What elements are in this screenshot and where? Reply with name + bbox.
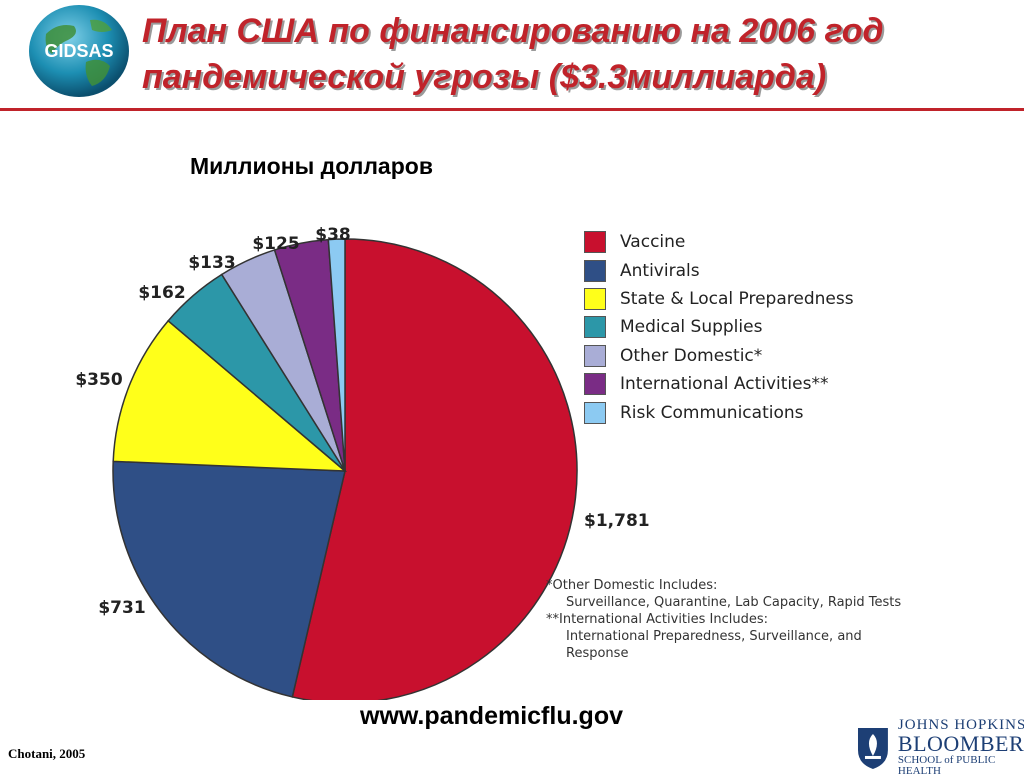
legend-item-state-local-preparedness: State & Local Preparedness — [584, 285, 854, 313]
pie-slice-antivirals — [112, 460, 346, 698]
data-label: $350 — [75, 370, 122, 390]
pie-slice-state-local-preparedness — [112, 319, 348, 472]
legend-label: Antivirals — [620, 260, 700, 281]
legend-label: International Activities** — [620, 374, 829, 395]
footnote-line: **International Activities Includes: — [546, 612, 769, 627]
title-divider — [0, 108, 1024, 111]
data-label: $731 — [98, 598, 145, 618]
data-label: $162 — [138, 283, 185, 303]
chart-legend: Vaccine Antivirals State & Local Prepare… — [584, 228, 854, 427]
institution-logo: JOHNS HOPKINS BLOOMBERG SCHOOL of PUBLIC… — [856, 718, 1024, 777]
source-url: www.pandemicflu.gov — [360, 702, 623, 730]
institution-line-1: JOHNS HOPKINS — [897, 717, 1024, 733]
globe-icon: GIDSAS — [29, 5, 129, 97]
logo-text: GIDSAS — [44, 41, 113, 61]
legend-item-medical-supplies: Medical Supplies — [584, 313, 854, 341]
institution-line-2: BLOOMBERG — [897, 731, 1024, 756]
pie-chart: $1,781 $731 $350 $162$133 $125 $38 — [75, 225, 650, 700]
legend-swatch — [584, 287, 606, 310]
footnote-line: Surveillance, Quarantine, Lab Capacity, … — [566, 595, 902, 610]
data-label: $125 — [252, 234, 299, 254]
data-label: $1,781 — [584, 511, 650, 531]
page-title: План США по финансированию на 2006 год п… — [142, 8, 1012, 100]
footnote-line: International Preparedness, Surveillance… — [566, 629, 862, 644]
legend-swatch — [584, 373, 606, 396]
footnote-line: *Other Domestic Includes: — [546, 578, 718, 593]
pie-slice-vaccine — [291, 238, 578, 700]
footnote-line: Response — [566, 646, 629, 661]
legend-swatch — [584, 401, 606, 424]
legend-item-antivirals: Antivirals — [584, 256, 854, 284]
legend-swatch — [584, 231, 606, 254]
legend-item-other-domestic: Other Domestic* — [584, 342, 854, 370]
legend-swatch — [584, 259, 606, 282]
pie-slice-risk-communications — [327, 238, 346, 472]
legend-label: Other Domestic* — [620, 345, 763, 366]
title-line-1: План США по финансированию на 2006 год — [142, 12, 884, 50]
title-line-2: пандемической угрозы ($3.3миллиарда) — [142, 58, 827, 96]
legend-label: State & Local Preparedness — [620, 288, 854, 309]
legend-label: Medical Supplies — [620, 317, 763, 338]
legend-swatch — [584, 344, 606, 367]
legend-label: Vaccine — [620, 232, 686, 253]
gidsas-logo: GIDSAS — [28, 4, 130, 98]
legend-label: Risk Communications — [620, 402, 804, 423]
legend-swatch — [584, 316, 606, 339]
institution-line-3: SCHOOL of PUBLIC HEALTH — [897, 754, 996, 777]
data-label: $133 — [188, 253, 235, 273]
author-credit: Chotani, 2005 — [8, 746, 86, 761]
legend-item-international-activities: International Activities** — [584, 370, 854, 398]
chart-unit-label: Миллионы долларов — [190, 153, 433, 179]
chart-footnotes: *Other Domestic Includes: Surveillance, … — [546, 577, 901, 662]
shield-icon — [857, 727, 888, 769]
legend-item-vaccine: Vaccine — [584, 228, 854, 256]
legend-item-risk-communications: Risk Communications — [584, 398, 854, 426]
data-label: $38 — [315, 225, 351, 245]
